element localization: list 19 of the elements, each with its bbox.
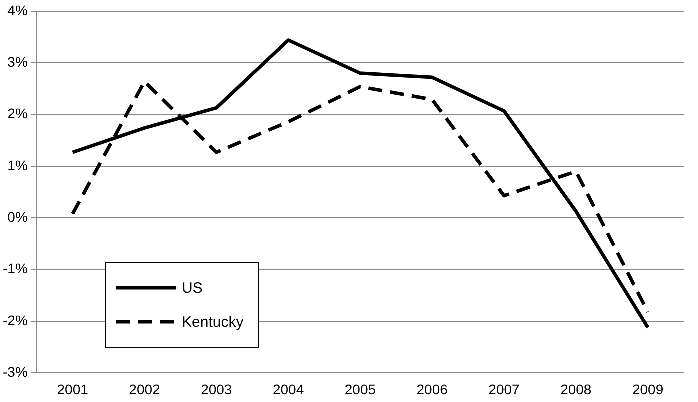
y-tick-label: 4% [8, 2, 28, 18]
x-tick-label: 2006 [416, 381, 448, 398]
y-tick-label: 0% [8, 209, 28, 225]
x-tick-label: 2009 [632, 381, 664, 398]
x-tick-label: 2005 [344, 381, 376, 398]
y-tick-label: -1% [2, 260, 28, 277]
x-tick-label: 2001 [57, 381, 89, 398]
y-tick-label: 3% [8, 54, 28, 70]
y-tick-label: 2% [8, 106, 28, 122]
x-tick-label: 2004 [272, 381, 304, 398]
y-tick-label: -3% [2, 364, 28, 380]
x-tick-label: 2002 [129, 381, 161, 398]
legend-label: Kentucky [182, 314, 244, 330]
x-tick-label: 2007 [488, 381, 520, 398]
x-tick-label: 2008 [560, 381, 592, 398]
x-tick-label: 2003 [201, 381, 232, 398]
legend-label: US [182, 280, 203, 296]
y-tick-label: 1% [8, 157, 28, 174]
y-tick-label: -2% [2, 312, 28, 328]
